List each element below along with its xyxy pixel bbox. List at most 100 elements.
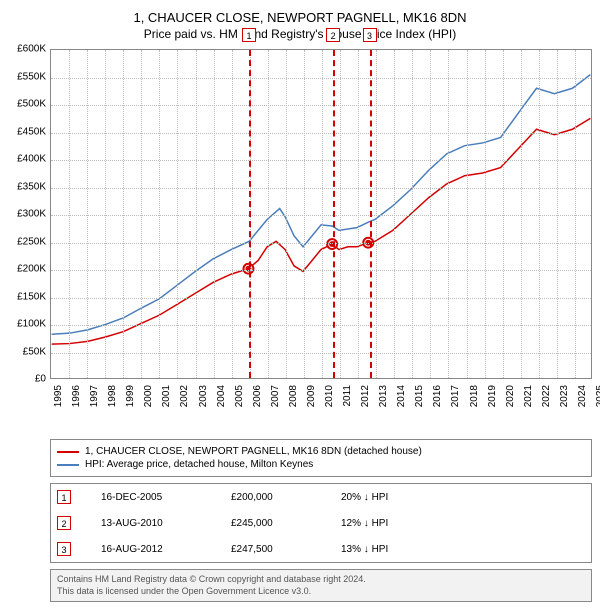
y-tick-label: £200K <box>17 264 46 275</box>
footer-line: This data is licensed under the Open Gov… <box>57 586 585 598</box>
y-tick-label: £550K <box>17 71 46 82</box>
gridline-v <box>105 50 106 378</box>
gridline-v <box>376 50 377 378</box>
gridline-v <box>232 50 233 378</box>
chart-lines <box>51 50 591 378</box>
x-tick-label: 2007 <box>270 385 281 407</box>
y-tick-label: £300K <box>17 209 46 220</box>
event-price: £245,000 <box>231 518 341 529</box>
gridline-v <box>412 50 413 378</box>
x-tick-label: 2024 <box>577 385 588 407</box>
event-table-row: 213-AUG-2010£245,00012% ↓ HPI <box>51 510 591 536</box>
x-tick-label: 2011 <box>342 385 353 407</box>
x-tick-label: 2017 <box>450 385 461 407</box>
y-tick-label: £0 <box>35 374 46 385</box>
event-line <box>249 50 251 378</box>
gridline-h <box>51 133 591 134</box>
gridline-v <box>394 50 395 378</box>
event-line <box>333 50 335 378</box>
x-tick-label: 1996 <box>71 385 82 407</box>
gridline-v <box>485 50 486 378</box>
y-tick-label: £250K <box>17 236 46 247</box>
x-tick-label: 2020 <box>505 385 516 407</box>
series-line-price_paid <box>52 118 591 344</box>
legend-swatch <box>57 464 79 466</box>
gridline-v <box>340 50 341 378</box>
event-marker: 2 <box>326 28 340 42</box>
y-tick-label: £400K <box>17 154 46 165</box>
x-tick-label: 2023 <box>559 385 570 407</box>
gridline-v <box>322 50 323 378</box>
x-tick-label: 2008 <box>288 385 299 407</box>
gridline-v <box>177 50 178 378</box>
x-tick-label: 2005 <box>234 385 245 407</box>
y-tick-label: £150K <box>17 291 46 302</box>
event-date: 13-AUG-2010 <box>101 518 231 529</box>
gridline-v <box>467 50 468 378</box>
chart: £0£50K£100K£150K£200K£250K£300K£350K£400… <box>8 49 592 409</box>
chart-title: 1, CHAUCER CLOSE, NEWPORT PAGNELL, MK16 … <box>8 10 592 25</box>
y-tick-label: £500K <box>17 99 46 110</box>
x-tick-label: 2004 <box>216 385 227 407</box>
x-tick-label: 2018 <box>469 385 480 407</box>
x-tick-label: 2012 <box>360 385 371 407</box>
chart-subtitle: Price paid vs. HM Land Registry's House … <box>8 27 592 41</box>
gridline-v <box>196 50 197 378</box>
gridline-v <box>214 50 215 378</box>
gridline-h <box>51 325 591 326</box>
x-tick-label: 2016 <box>432 385 443 407</box>
y-axis: £0£50K£100K£150K£200K£250K£300K£350K£400… <box>8 49 50 379</box>
y-tick-label: £50K <box>23 346 46 357</box>
gridline-v <box>448 50 449 378</box>
x-tick-label: 2010 <box>324 385 335 407</box>
legend-row: HPI: Average price, detached house, Milt… <box>57 459 585 470</box>
gridline-h <box>51 188 591 189</box>
x-tick-label: 2015 <box>414 385 425 407</box>
legend-label: HPI: Average price, detached house, Milt… <box>85 459 313 470</box>
footer-line: Contains HM Land Registry data © Crown c… <box>57 574 585 586</box>
x-tick-label: 1997 <box>89 385 100 407</box>
gridline-v <box>69 50 70 378</box>
gridline-v <box>159 50 160 378</box>
gridline-v <box>268 50 269 378</box>
event-marker: 3 <box>363 28 377 42</box>
gridline-v <box>521 50 522 378</box>
x-tick-label: 2003 <box>198 385 209 407</box>
gridline-v <box>430 50 431 378</box>
gridline-v <box>358 50 359 378</box>
event-table-row: 316-AUG-2012£247,50013% ↓ HPI <box>51 536 591 562</box>
x-tick-label: 2013 <box>378 385 389 407</box>
event-hpi: 20% ↓ HPI <box>341 492 461 503</box>
x-tick-label: 2006 <box>252 385 263 407</box>
x-tick-label: 2009 <box>306 385 317 407</box>
x-tick-label: 2014 <box>396 385 407 407</box>
event-hpi: 12% ↓ HPI <box>341 518 461 529</box>
y-tick-label: £100K <box>17 319 46 330</box>
x-tick-label: 2002 <box>179 385 190 407</box>
event-price: £200,000 <box>231 492 341 503</box>
event-hpi: 13% ↓ HPI <box>341 544 461 555</box>
x-axis: 1995199619971998199920002001200220032004… <box>50 381 592 409</box>
legend-swatch <box>57 451 79 453</box>
plot-area: 123 <box>50 49 592 379</box>
legend: 1, CHAUCER CLOSE, NEWPORT PAGNELL, MK16 … <box>50 439 592 477</box>
gridline-v <box>539 50 540 378</box>
x-tick-label: 2022 <box>541 385 552 407</box>
gridline-v <box>286 50 287 378</box>
event-line <box>370 50 372 378</box>
gridline-h <box>51 78 591 79</box>
x-tick-label: 1999 <box>125 385 136 407</box>
gridline-v <box>87 50 88 378</box>
event-date: 16-DEC-2005 <box>101 492 231 503</box>
x-tick-label: 2025 <box>595 385 600 407</box>
series-line-hpi <box>52 75 591 335</box>
gridline-h <box>51 215 591 216</box>
y-tick-label: £450K <box>17 126 46 137</box>
x-tick-label: 2001 <box>161 385 172 407</box>
attribution-footer: Contains HM Land Registry data © Crown c… <box>50 569 592 602</box>
gridline-h <box>51 298 591 299</box>
event-table-row: 116-DEC-2005£200,00020% ↓ HPI <box>51 484 591 510</box>
event-date: 16-AUG-2012 <box>101 544 231 555</box>
gridline-h <box>51 160 591 161</box>
gridline-v <box>141 50 142 378</box>
